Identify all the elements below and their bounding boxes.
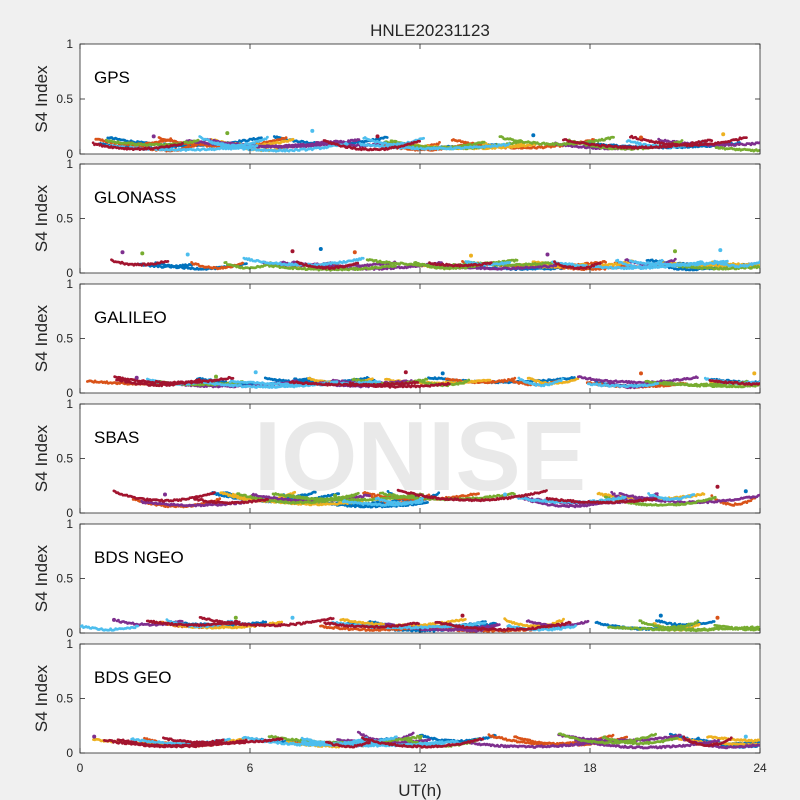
data-point [266,135,269,139]
data-point [482,140,486,144]
data-point [310,128,315,133]
data-point [253,142,256,145]
data-point [758,141,760,144]
data-point [721,132,726,137]
data-point [673,257,677,261]
data-point [255,144,259,148]
figure-title: HNLE20231123 [370,21,490,40]
data-point [394,264,397,268]
data-point [757,265,760,269]
data-point [507,142,511,146]
y-tick-label: 0.5 [56,92,73,106]
data-point [339,139,343,143]
data-point [260,136,263,140]
data-layer [110,247,760,272]
data-point [241,261,244,265]
data-point [515,258,519,262]
data-point [181,141,184,145]
data-point [604,260,607,264]
data-point [418,139,421,143]
data-point [508,261,512,264]
data-point [345,142,349,146]
data-point [612,135,615,139]
data-point [745,136,748,140]
data-layer [91,128,760,153]
data-point [291,137,295,141]
y-tick-label: 1 [66,37,73,51]
data-point [196,138,200,142]
data-point [438,141,441,144]
data-point [680,139,684,142]
data-point [284,136,288,140]
data-point [710,139,714,143]
data-point [422,136,425,140]
y-axis-label: S4 Index [32,65,51,133]
data-point [224,261,228,264]
data-point [757,149,760,152]
data-point [639,135,643,140]
data-point [531,133,536,138]
panel-label: GPS [94,68,130,87]
y-tick-label: 0 [66,147,73,161]
data-point [616,258,620,262]
data-point [225,131,230,136]
data-point [385,136,389,139]
data-point [375,134,380,139]
panel-gps: 0 0.5 1 S4 Index GPS [32,37,761,161]
axes-box [79,43,761,155]
data-point [357,138,361,142]
axes-box [79,163,761,274]
data-point [660,258,664,262]
data-point [245,262,248,265]
data-point [725,259,729,263]
data-point [151,134,156,139]
